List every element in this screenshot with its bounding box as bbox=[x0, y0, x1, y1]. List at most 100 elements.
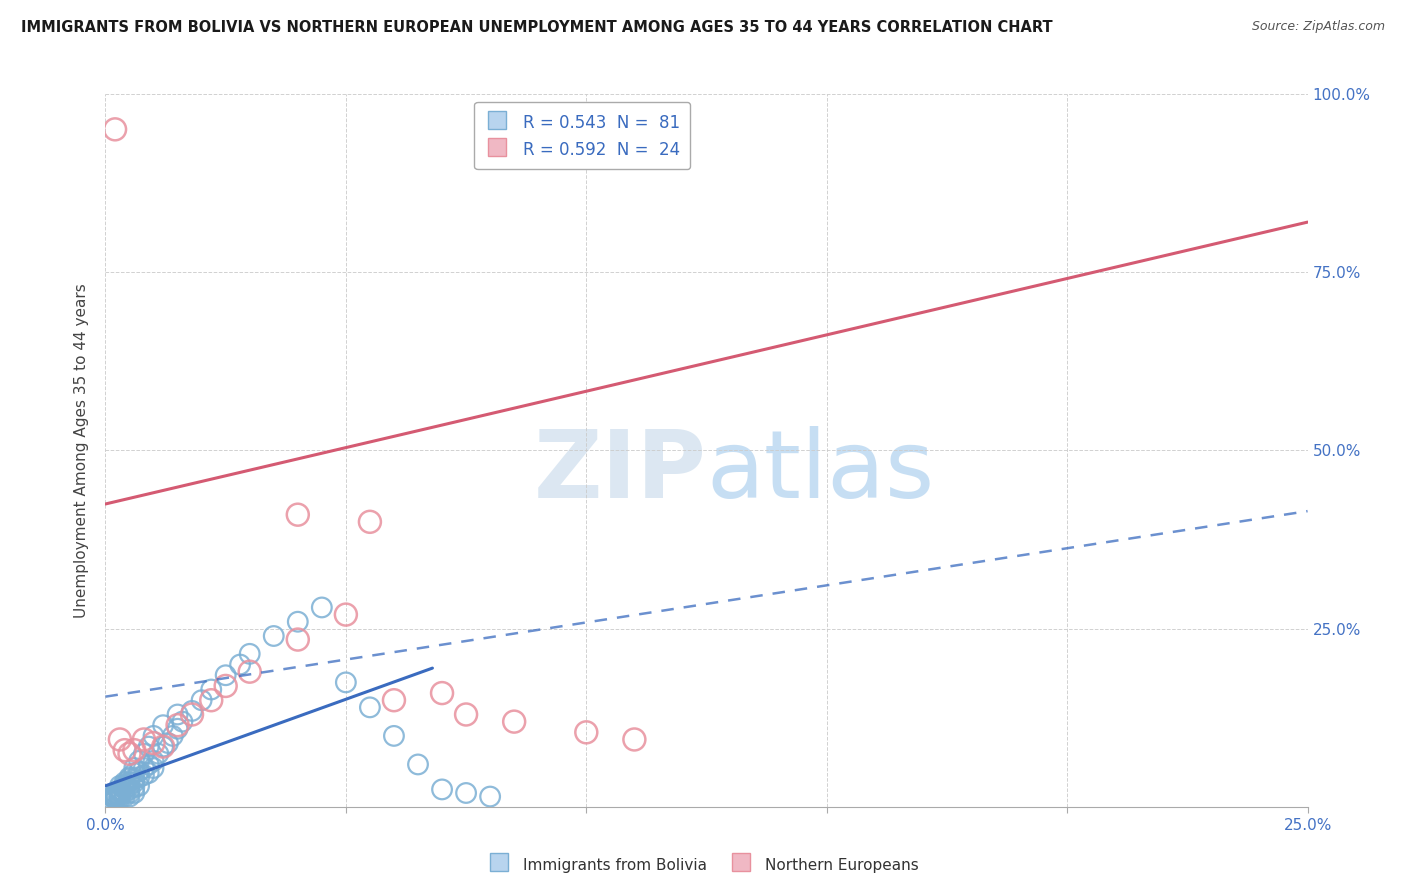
Point bbox=[406, 757, 429, 772]
Point bbox=[503, 714, 526, 729]
Point bbox=[104, 789, 127, 804]
Point bbox=[104, 791, 127, 805]
Point bbox=[142, 761, 165, 775]
Point bbox=[200, 682, 222, 697]
Point bbox=[97, 797, 120, 811]
Point bbox=[118, 782, 141, 797]
Point bbox=[104, 789, 127, 803]
Point bbox=[114, 782, 136, 797]
Point bbox=[108, 784, 131, 798]
Point bbox=[142, 729, 165, 743]
Point bbox=[148, 747, 170, 761]
Point bbox=[359, 700, 381, 714]
Point bbox=[108, 732, 131, 747]
Point bbox=[108, 788, 131, 802]
Point bbox=[181, 707, 204, 722]
Point bbox=[104, 793, 127, 807]
Point bbox=[114, 775, 136, 789]
Point bbox=[647, 136, 669, 151]
Point bbox=[118, 786, 141, 800]
Point bbox=[138, 739, 160, 754]
Point bbox=[128, 770, 150, 784]
Point bbox=[114, 786, 136, 800]
Point bbox=[138, 757, 160, 772]
Point bbox=[108, 783, 131, 797]
Point bbox=[114, 780, 136, 795]
Point bbox=[124, 786, 146, 800]
Legend: Immigrants from Bolivia, Northern Europeans: Immigrants from Bolivia, Northern Europe… bbox=[481, 849, 925, 880]
Point bbox=[152, 718, 174, 732]
Point bbox=[430, 782, 453, 797]
Point bbox=[239, 665, 262, 679]
Point bbox=[124, 780, 146, 795]
Point bbox=[138, 766, 160, 780]
Point bbox=[214, 679, 236, 693]
Text: IMMIGRANTS FROM BOLIVIA VS NORTHERN EUROPEAN UNEMPLOYMENT AMONG AGES 35 TO 44 YE: IMMIGRANTS FROM BOLIVIA VS NORTHERN EURO… bbox=[21, 20, 1053, 35]
Point bbox=[98, 791, 121, 805]
Point bbox=[128, 754, 150, 768]
Point bbox=[132, 747, 155, 761]
Point bbox=[152, 739, 174, 754]
Point bbox=[152, 739, 174, 754]
Point bbox=[118, 775, 141, 789]
Point bbox=[181, 704, 204, 718]
Point bbox=[98, 788, 121, 802]
Point bbox=[128, 764, 150, 779]
Point bbox=[623, 732, 645, 747]
Point bbox=[114, 743, 136, 757]
Point bbox=[142, 736, 165, 750]
Point bbox=[118, 770, 141, 784]
Point bbox=[190, 693, 212, 707]
Point bbox=[118, 772, 141, 786]
Point bbox=[124, 766, 146, 780]
Point bbox=[239, 647, 262, 661]
Y-axis label: Unemployment Among Ages 35 to 44 years: Unemployment Among Ages 35 to 44 years bbox=[75, 283, 90, 618]
Text: atlas: atlas bbox=[707, 425, 935, 518]
Point bbox=[479, 789, 502, 804]
Point bbox=[575, 725, 598, 739]
Point bbox=[382, 729, 405, 743]
Point bbox=[132, 732, 155, 747]
Point bbox=[114, 777, 136, 791]
Point bbox=[430, 686, 453, 700]
Point bbox=[172, 714, 194, 729]
Legend: R = 0.543  N =  81, R = 0.592  N =  24: R = 0.543 N = 81, R = 0.592 N = 24 bbox=[474, 102, 690, 169]
Point bbox=[107, 788, 129, 802]
Point bbox=[108, 791, 131, 805]
Point bbox=[335, 607, 357, 622]
Point bbox=[287, 632, 309, 647]
Point bbox=[359, 515, 381, 529]
Point bbox=[287, 615, 309, 629]
Point bbox=[132, 768, 155, 782]
Point bbox=[162, 729, 184, 743]
Point bbox=[454, 707, 477, 722]
Text: Source: ZipAtlas.com: Source: ZipAtlas.com bbox=[1251, 20, 1385, 33]
Point bbox=[166, 722, 188, 736]
Point bbox=[335, 675, 357, 690]
Point bbox=[118, 789, 141, 804]
Text: ZIP: ZIP bbox=[534, 425, 707, 518]
Point bbox=[454, 786, 477, 800]
Point bbox=[156, 736, 179, 750]
Point bbox=[287, 508, 309, 522]
Point bbox=[118, 747, 141, 761]
Point bbox=[124, 743, 146, 757]
Point bbox=[101, 789, 124, 804]
Point bbox=[108, 782, 131, 797]
Point bbox=[98, 795, 121, 809]
Point bbox=[104, 788, 127, 802]
Point bbox=[200, 693, 222, 707]
Point bbox=[214, 668, 236, 682]
Point bbox=[108, 786, 131, 800]
Point bbox=[108, 779, 131, 793]
Point bbox=[114, 779, 136, 793]
Point bbox=[98, 795, 121, 809]
Point bbox=[104, 122, 127, 136]
Point bbox=[108, 789, 131, 804]
Point bbox=[124, 761, 146, 775]
Point bbox=[118, 779, 141, 793]
Point bbox=[128, 779, 150, 793]
Point bbox=[142, 754, 165, 768]
Point bbox=[382, 693, 405, 707]
Point bbox=[311, 600, 333, 615]
